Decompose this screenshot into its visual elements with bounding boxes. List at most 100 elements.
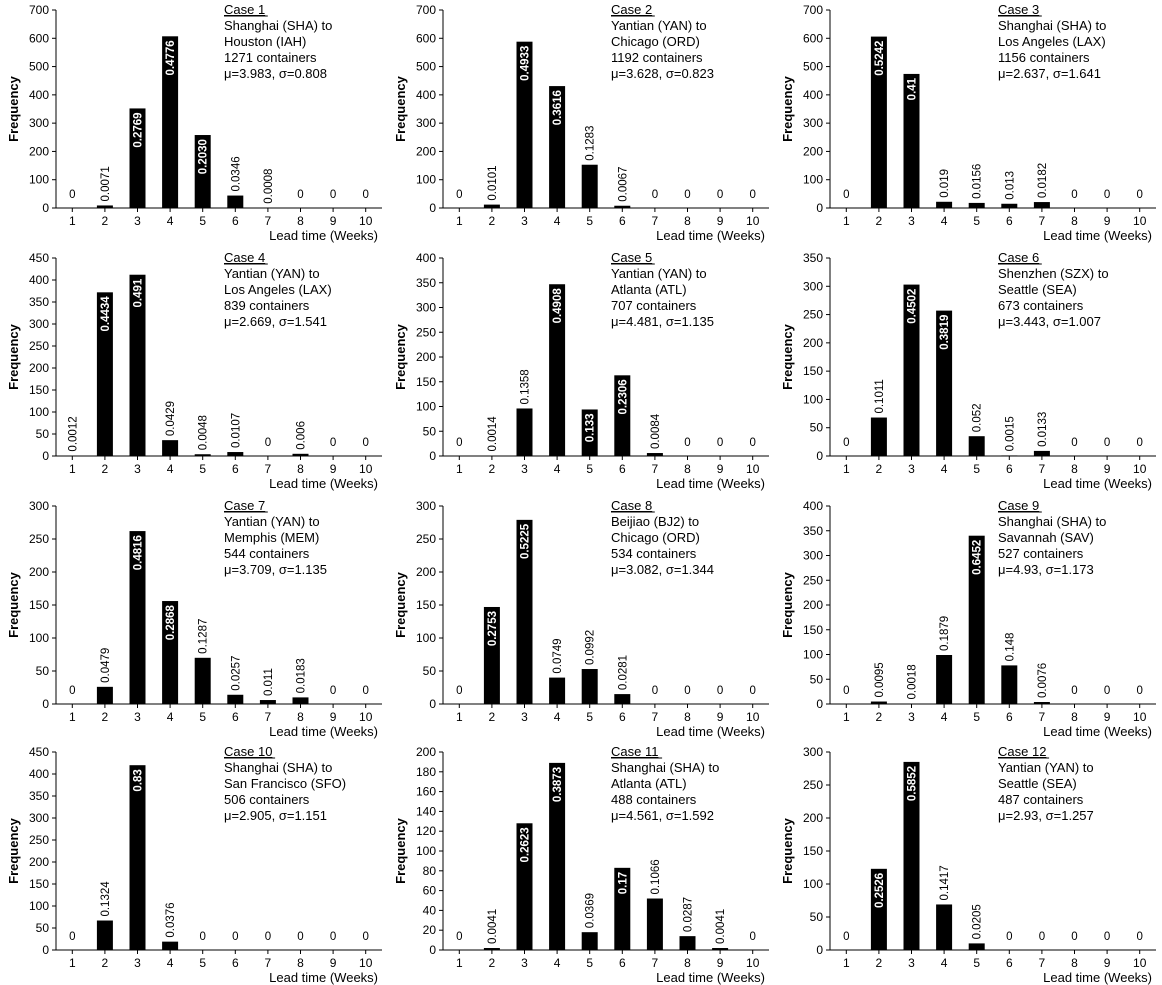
y-axis-label: Frequency — [393, 323, 408, 390]
bar-value-label: 0.0014 — [487, 416, 499, 452]
container-count: 707 containers — [611, 298, 697, 313]
route-destination: Los Angeles (LAX) — [224, 282, 332, 297]
x-tick-label: 5 — [973, 214, 980, 228]
y-tick-label: 250 — [803, 778, 823, 792]
bar — [129, 108, 146, 208]
y-axis-label: Frequency — [393, 75, 408, 142]
x-tick-label: 1 — [843, 710, 850, 724]
bar-value-label: 0 — [362, 685, 368, 697]
y-axis-label: Frequency — [393, 571, 408, 638]
bar — [903, 73, 920, 208]
bar-value-label: 0 — [1006, 931, 1012, 943]
x-tick-label: 3 — [134, 956, 141, 970]
stats-text: μ=3.628, σ=0.823 — [611, 66, 714, 81]
x-tick-label: 6 — [1006, 956, 1013, 970]
bar-value-label: 0 — [330, 931, 336, 943]
x-tick-label: 7 — [265, 956, 272, 970]
x-tick-label: 6 — [1006, 710, 1013, 724]
x-tick-label: 4 — [167, 462, 174, 476]
bar-value-label: 0 — [1071, 189, 1077, 201]
x-tick-label: 1 — [843, 462, 850, 476]
bar-value-label: 0.41 — [907, 77, 919, 100]
bar-chart: 0501001502002503001020.275330.522540.074… — [393, 498, 769, 739]
bar-value-label: 0.6452 — [972, 540, 984, 575]
bar — [516, 519, 533, 704]
y-tick-label: 100 — [803, 648, 823, 662]
bar-chart: 0501001502002503001020.252630.585240.141… — [780, 744, 1156, 985]
bar-value-label: 0 — [330, 437, 336, 449]
bar — [870, 868, 887, 950]
bar-value-label: 0 — [232, 931, 238, 943]
bar-value-label: 0 — [1104, 437, 1110, 449]
x-tick-label: 3 — [521, 710, 528, 724]
bar — [903, 284, 920, 456]
y-tick-label: 100 — [803, 392, 823, 406]
bar-value-label: 0 — [843, 437, 849, 449]
route-origin: Beijiao (BJ2) to — [611, 514, 699, 529]
x-tick-label: 2 — [876, 956, 883, 970]
x-tick-label: 7 — [265, 462, 272, 476]
x-tick-label: 10 — [746, 462, 760, 476]
bar-value-label: 0 — [456, 189, 462, 201]
bar-value-label: 0 — [652, 189, 658, 201]
x-tick-label: 3 — [134, 214, 141, 228]
bar-value-label: 0.0095 — [874, 662, 886, 697]
bar-value-label: 0.0369 — [585, 893, 597, 928]
x-tick-label: 2 — [489, 462, 496, 476]
case-title: Case 3 — [998, 2, 1039, 17]
bar-value-label: 0.0101 — [487, 165, 499, 200]
x-tick-label: 5 — [586, 462, 593, 476]
bar — [646, 898, 663, 950]
route-origin: Shanghai (SHA) to — [998, 18, 1106, 33]
y-tick-label: 0 — [816, 943, 823, 957]
y-axis-label: Frequency — [393, 817, 408, 884]
x-tick-label: 3 — [908, 956, 915, 970]
bar — [679, 936, 696, 950]
bar-value-label: 0 — [456, 437, 462, 449]
x-tick-label: 10 — [1133, 956, 1147, 970]
y-tick-label: 300 — [803, 745, 823, 759]
y-tick-label: 400 — [803, 88, 823, 102]
x-tick-label: 7 — [265, 214, 272, 228]
bar — [162, 941, 179, 950]
stats-text: μ=2.637, σ=1.641 — [998, 66, 1101, 81]
x-tick-label: 8 — [684, 214, 691, 228]
y-tick-label: 350 — [416, 276, 436, 290]
container-count: 1156 containers — [998, 50, 1090, 65]
bar-value-label: 0.133 — [585, 413, 597, 442]
bar-value-label: 0 — [717, 437, 723, 449]
stats-text: μ=3.983, σ=0.808 — [224, 66, 327, 81]
bar-value-label: 0 — [1136, 437, 1142, 449]
bar — [194, 135, 211, 208]
x-tick-label: 5 — [973, 710, 980, 724]
bar-chart: 01002003004005006007001020.524230.4140.0… — [780, 2, 1156, 243]
route-origin: Yantian (YAN) to — [224, 266, 320, 281]
x-tick-label: 3 — [908, 214, 915, 228]
bar-value-label: 0.1287 — [198, 619, 210, 654]
y-tick-label: 180 — [416, 765, 436, 779]
bar-value-label: 0.0076 — [1037, 663, 1049, 698]
bar — [162, 440, 179, 456]
y-tick-label: 0 — [816, 201, 823, 215]
x-tick-label: 3 — [521, 956, 528, 970]
route-origin: Shanghai (SHA) to — [224, 18, 332, 33]
bar — [712, 948, 729, 950]
y-tick-label: 300 — [29, 116, 49, 130]
x-tick-label: 6 — [1006, 462, 1013, 476]
x-tick-label: 6 — [232, 214, 239, 228]
bar — [936, 654, 953, 704]
stats-text: μ=2.905, σ=1.151 — [224, 808, 327, 823]
y-tick-label: 80 — [423, 864, 437, 878]
bar — [549, 284, 566, 456]
bar-value-label: 0.2306 — [617, 379, 629, 414]
container-count: 673 containers — [998, 298, 1084, 313]
case-title: Case 5 — [611, 250, 652, 265]
y-axis-label: Frequency — [780, 571, 795, 638]
bar-value-label: 0.0048 — [198, 415, 210, 450]
x-tick-label: 8 — [684, 462, 691, 476]
y-tick-label: 250 — [803, 308, 823, 322]
case-title: Case 9 — [998, 498, 1039, 513]
y-tick-label: 450 — [29, 251, 49, 265]
x-tick-label: 10 — [746, 214, 760, 228]
bar-value-label: 0 — [330, 189, 336, 201]
